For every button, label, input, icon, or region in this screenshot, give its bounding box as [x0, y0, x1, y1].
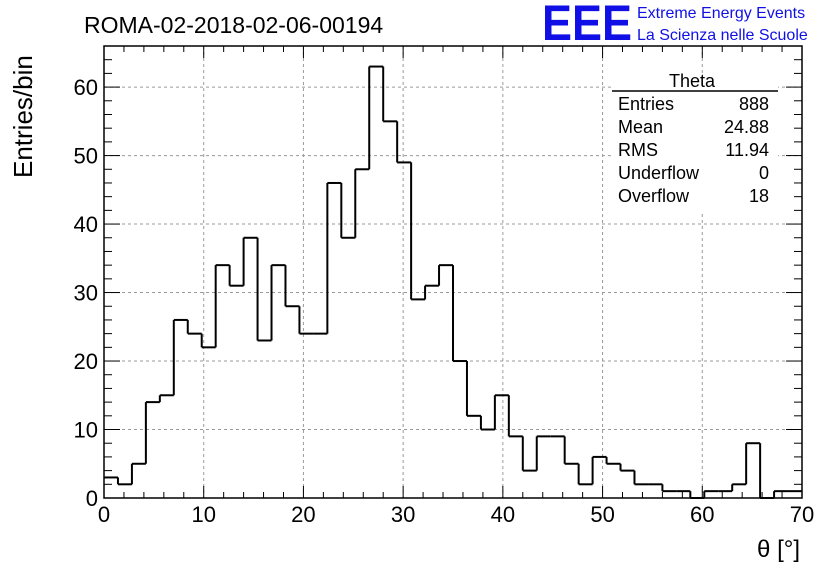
stats-value: 24.88: [724, 117, 769, 137]
stats-value: 11.94: [725, 140, 769, 160]
x-tick-label: 10: [191, 502, 215, 527]
y-tick-label: 30: [74, 281, 98, 306]
x-tick-label: 20: [291, 502, 315, 527]
x-tick-label: 0: [98, 502, 110, 527]
stats-label: Underflow: [618, 163, 700, 183]
stats-label: Overflow: [618, 186, 690, 206]
x-tick-label: 40: [491, 502, 515, 527]
eee-logo: EEE: [542, 0, 632, 51]
stats-value: 888: [739, 94, 769, 114]
y-tick-label: 10: [74, 418, 98, 443]
subtitle-line-2: La Scienza nelle Scuole: [637, 27, 808, 44]
stats-label: Mean: [618, 117, 663, 137]
stats-value: 0: [759, 163, 769, 183]
x-tick-label: 60: [690, 502, 714, 527]
stats-box-bg: [612, 78, 778, 213]
y-tick-label: 40: [74, 212, 98, 237]
y-tick-label: 20: [74, 349, 98, 374]
subtitle-line-1: Extreme Energy Events: [637, 5, 805, 22]
stats-value: 18: [749, 186, 769, 206]
axis-ticks: [103, 45, 803, 499]
stats-title: Theta: [669, 71, 716, 91]
histogram-bars: [104, 65, 802, 499]
stats-label: Entries: [618, 94, 674, 114]
y-axis-label: Entries/bin: [8, 55, 38, 178]
x-tick-label: 50: [590, 502, 614, 527]
stats-rows: Entries 888 Mean 24.88 RMS 11.94 Underflow 0 Ove…: [618, 94, 769, 206]
stats-label: RMS: [618, 140, 658, 160]
stats-box: Theta Entries 888 Mean 24.88 RMS 11.94 Underfl…: [612, 71, 778, 213]
x-tick-label: 30: [391, 502, 415, 527]
y-tick-label: 60: [74, 75, 98, 100]
x-axis-label: θ [°]: [757, 536, 800, 563]
plot-frame: [103, 45, 803, 499]
run-title: ROMA-02-2018-02-06-00194: [84, 12, 383, 38]
tick-labels: 0 10 20 30 40 50 60 70 0 10 20 30 40 50 60: [74, 75, 815, 527]
y-tick-label: 0: [86, 486, 98, 511]
y-tick-label: 50: [74, 144, 98, 169]
x-tick-label: 70: [790, 502, 814, 527]
